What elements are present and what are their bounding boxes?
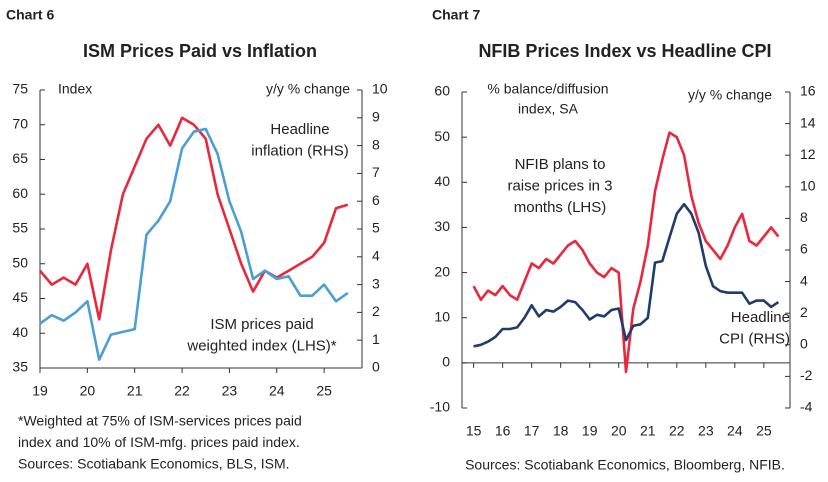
y2-tick-label: 0 [372,359,380,375]
x-tick-label: 24 [727,423,743,439]
y2-axis-label: y/y % change [688,87,772,103]
x-tick-label: 22 [669,423,685,439]
y2-tick-label: 16 [800,83,816,99]
y2-tick-label: 0 [800,336,808,352]
y-tick-label: 60 [434,83,450,99]
y-tick-label: 40 [12,324,28,340]
footnote: Sources: Scotiabank Economics, BLS, ISM. [18,456,290,472]
y2-tick-label: 14 [800,114,816,130]
x-tick-label: 20 [80,383,96,399]
y2-tick-label: 5 [372,220,380,236]
series-line [39,127,349,361]
x-tick-label: 25 [756,423,772,439]
y-tick-label: 45 [12,289,28,305]
y-tick-label: -10 [430,399,450,415]
y2-tick-label: 4 [372,248,380,264]
y-tick-label: 40 [434,173,450,189]
annotation: raise prices in 3 [507,177,612,194]
y2-tick-label: 12 [800,146,816,162]
y-tick-label: 30 [434,218,450,234]
annotation: Headline [731,309,790,326]
y-tick-label: 10 [434,308,450,324]
x-tick-label: 24 [269,383,285,399]
x-tick-label: 15 [466,423,482,439]
x-tick-label: 23 [222,383,238,399]
y2-tick-label: 7 [372,164,380,180]
footnote: Sources: Scotiabank Economics, Bloomberg… [465,457,785,473]
y2-tick-label: 1 [372,331,380,347]
series-line [39,116,349,321]
annotation: NFIB plans to [515,156,606,173]
y2-tick-label: 4 [800,272,808,288]
y2-tick-label: 10 [372,81,388,97]
y-tick-label: 50 [434,128,450,144]
y-tick-label: 0 [442,354,450,370]
x-tick-label: 17 [524,423,540,439]
y-tick-label: 55 [12,220,28,236]
annotation: weighted index (LHS)* [186,337,336,354]
x-tick-label: 21 [127,383,143,399]
y-tick-label: 50 [12,254,28,270]
x-tick-label: 21 [640,423,656,439]
y2-tick-label: 10 [800,178,816,194]
y2-axis-label: y/y % change [266,81,350,97]
annotation: ISM prices paid [210,316,313,333]
chart-label: Chart 6 [6,7,54,23]
annotation: inflation (RHS) [251,142,349,159]
y2-tick-label: 2 [372,303,380,319]
x-tick-label: 25 [316,383,332,399]
y2-tick-label: -4 [800,399,813,415]
annotation: months (LHS) [514,199,607,216]
chart-label: Chart 7 [432,7,480,23]
x-tick-label: 19 [582,423,598,439]
y-axis-label: % balance/diffusion [487,81,608,97]
annotation: Headline [270,121,329,138]
y-tick-label: 65 [12,150,28,166]
y-axis-label: index, SA [518,101,579,117]
y2-tick-label: 2 [800,304,808,320]
chart-title: ISM Prices Paid vs Inflation [83,41,317,61]
y-axis-label: Index [58,81,92,97]
y2-tick-label: 8 [800,209,808,225]
series-line [472,131,780,374]
y2-tick-label: -2 [800,367,813,383]
y-tick-label: 60 [12,185,28,201]
y2-tick-label: 6 [800,241,808,257]
x-tick-label: 16 [495,423,511,439]
y2-tick-label: 6 [372,192,380,208]
y2-tick-label: 9 [372,109,380,125]
footnote: index and 10% of ISM-mfg. prices paid in… [18,434,300,450]
x-tick-label: 22 [174,383,190,399]
y-tick-label: 70 [12,115,28,131]
x-tick-label: 18 [553,423,569,439]
footnote: *Weighted at 75% of ISM-services prices … [18,413,302,429]
series-line [473,202,780,348]
x-tick-label: 20 [611,423,627,439]
y-tick-label: 75 [12,81,28,97]
x-tick-label: 19 [32,383,48,399]
y2-tick-label: 3 [372,275,380,291]
y2-tick-label: 8 [372,136,380,152]
annotation: CPI (RHS) [719,330,790,347]
y-tick-label: 20 [434,263,450,279]
chart-title: NFIB Prices Index vs Headline CPI [478,41,771,61]
x-tick-label: 23 [698,423,714,439]
y-tick-label: 35 [12,359,28,375]
